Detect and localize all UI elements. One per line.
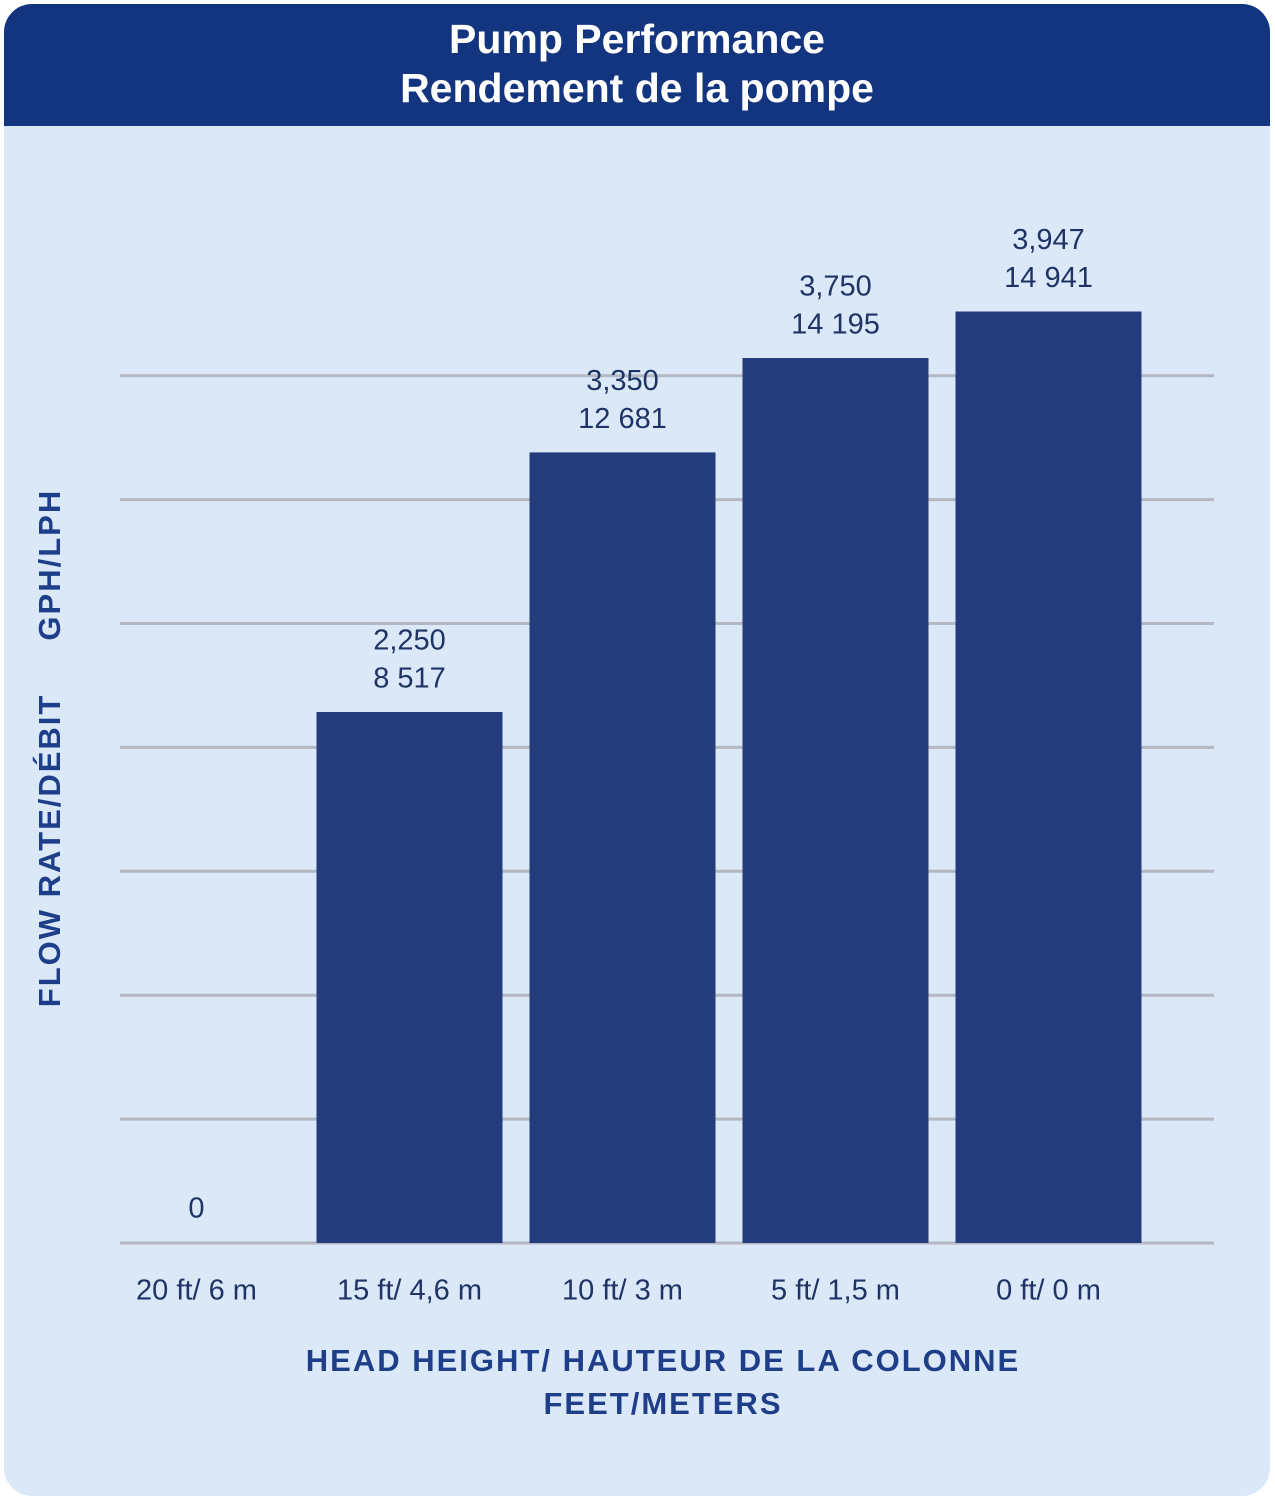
value-label-secondary: 12 681 (578, 403, 667, 435)
bar (955, 311, 1142, 1243)
x-tick-label: 20 ft/ 6 m (136, 1275, 257, 1307)
x-tick-label: 0 ft/ 0 m (996, 1275, 1101, 1307)
x-tick-label: 5 ft/ 1,5 m (771, 1275, 900, 1307)
x-axis-title: HEAD HEIGHT/ HAUTEUR DE LA COLONNE (306, 1343, 1020, 1378)
y-axis-title: FLOW RATE/DÉBIT GPH/LPH (32, 489, 67, 1007)
value-label: 3,947 (1012, 224, 1085, 256)
value-label: 0 (188, 1193, 204, 1225)
bar (742, 358, 929, 1243)
chart-title: Pump Performance (449, 16, 825, 62)
x-tick-label: 15 ft/ 4,6 m (337, 1275, 482, 1307)
x-tick-label: 10 ft/ 3 m (562, 1275, 683, 1307)
header (4, 4, 1270, 126)
value-label: 3,350 (586, 365, 659, 397)
value-label: 3,750 (799, 271, 872, 303)
value-label-secondary: 14 941 (1004, 262, 1093, 294)
value-label: 2,250 (373, 625, 446, 657)
bar (316, 712, 503, 1243)
chart-subtitle: Rendement de la pompe (400, 65, 874, 111)
value-label-secondary: 8 517 (373, 663, 446, 695)
bar (529, 452, 716, 1243)
x-axis-title: FEET/METERS (543, 1386, 782, 1421)
value-label-secondary: 14 195 (791, 309, 880, 341)
